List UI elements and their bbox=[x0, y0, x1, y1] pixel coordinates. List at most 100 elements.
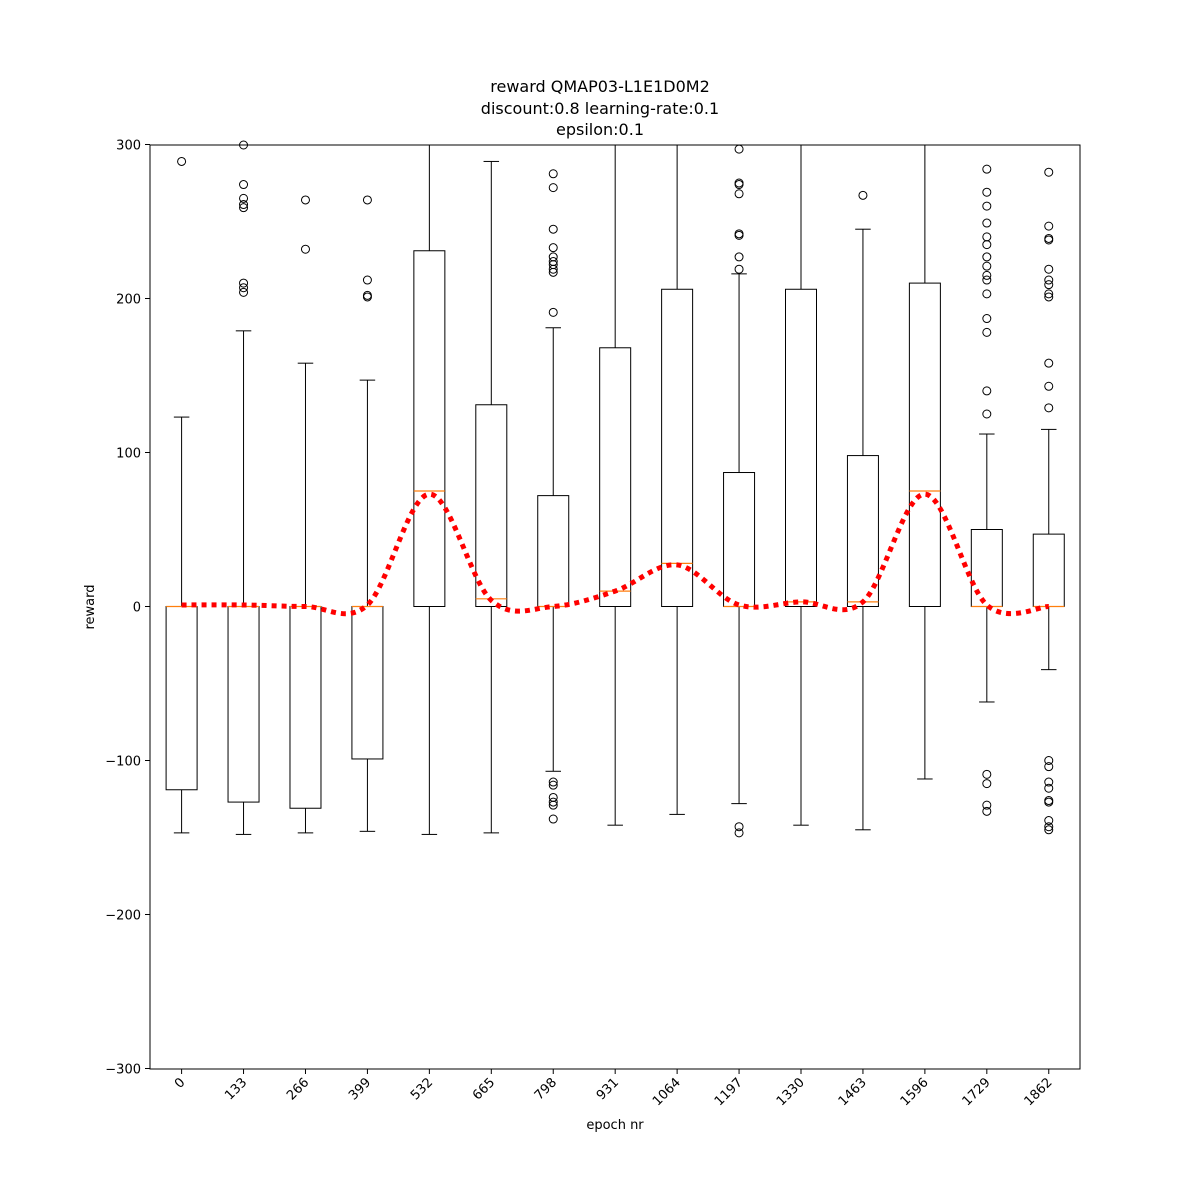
box-iqr bbox=[723, 472, 756, 607]
flier-point bbox=[982, 187, 992, 197]
flier-point bbox=[239, 193, 249, 203]
y-tick-label: −200 bbox=[105, 909, 141, 924]
flier-point bbox=[982, 164, 992, 174]
box-133 bbox=[227, 140, 260, 835]
boxes-group bbox=[165, 140, 1065, 838]
x-tick-label: 931 bbox=[594, 1075, 622, 1103]
box-798 bbox=[537, 169, 570, 824]
flier-point bbox=[982, 314, 992, 324]
flier-point bbox=[362, 195, 372, 205]
flier-point bbox=[982, 275, 992, 285]
flier-point bbox=[1044, 289, 1054, 299]
box-399 bbox=[351, 195, 384, 832]
box-1729 bbox=[970, 164, 1003, 816]
flier-point bbox=[239, 203, 249, 213]
x-tick-label: 798 bbox=[532, 1075, 560, 1103]
x-tick-label: 399 bbox=[346, 1075, 374, 1103]
flier-point bbox=[1044, 358, 1054, 368]
x-tick-label: 1463 bbox=[836, 1075, 870, 1109]
flier-point bbox=[1044, 381, 1054, 391]
flier-point bbox=[1044, 816, 1054, 826]
box-iqr bbox=[908, 282, 941, 607]
flier-point bbox=[982, 769, 992, 779]
flier-point bbox=[1044, 264, 1054, 274]
flier-point bbox=[548, 797, 558, 807]
box-iqr bbox=[165, 606, 198, 791]
flier-point bbox=[548, 780, 558, 790]
box-iqr bbox=[661, 288, 694, 607]
flier-point bbox=[548, 264, 558, 274]
y-tick-label: 0 bbox=[133, 601, 141, 616]
box-iqr bbox=[227, 606, 260, 803]
flier-point bbox=[1044, 756, 1054, 765]
x-tick-label: 133 bbox=[222, 1075, 250, 1103]
flier-point bbox=[1044, 825, 1054, 835]
flier-point bbox=[1044, 797, 1054, 807]
flier-point bbox=[982, 386, 992, 396]
box-1197 bbox=[723, 144, 756, 838]
flier-point bbox=[548, 243, 558, 253]
chart-title-line-3: epsilon:0.1 bbox=[556, 120, 644, 139]
box-665 bbox=[475, 160, 508, 834]
flier-point bbox=[1044, 403, 1054, 413]
flier-point bbox=[982, 240, 992, 250]
box-iqr bbox=[351, 606, 384, 760]
flier-point bbox=[734, 822, 744, 832]
flier-point bbox=[1044, 783, 1054, 793]
y-tick-label: 200 bbox=[116, 293, 141, 308]
x-tick-label: 665 bbox=[470, 1075, 498, 1103]
box-1596 bbox=[908, 145, 941, 780]
flier-point bbox=[982, 327, 992, 337]
box-iqr bbox=[599, 347, 632, 607]
flier-point bbox=[1044, 822, 1054, 832]
flier-point bbox=[548, 777, 558, 787]
x-axis-label: epoch nr bbox=[586, 1118, 644, 1133]
y-tick-label: −300 bbox=[105, 1063, 141, 1078]
x-tick-label: 1330 bbox=[774, 1075, 808, 1109]
flier-point bbox=[982, 409, 992, 419]
x-tick-label: 0 bbox=[172, 1075, 188, 1091]
flier-point bbox=[548, 792, 558, 802]
flier-point bbox=[734, 180, 744, 190]
flier-point bbox=[734, 264, 744, 274]
x-tick-label: 532 bbox=[408, 1075, 436, 1103]
flier-point bbox=[982, 218, 992, 228]
x-tick-label: 1862 bbox=[1022, 1075, 1056, 1109]
box-iqr bbox=[970, 529, 1003, 607]
box-1064 bbox=[661, 145, 694, 815]
flier-point bbox=[858, 190, 868, 200]
flier-point bbox=[734, 252, 744, 262]
flier-point bbox=[548, 252, 558, 262]
box-1463 bbox=[846, 190, 879, 831]
x-tick-label: 266 bbox=[284, 1075, 312, 1103]
flier-point bbox=[300, 195, 310, 205]
box-1330 bbox=[785, 145, 817, 826]
flier-point bbox=[239, 283, 249, 293]
y-axis: −300 −200 −100 0 100 200 300 bbox=[105, 139, 150, 1078]
flier-point bbox=[1044, 762, 1054, 772]
flier-point bbox=[734, 144, 744, 154]
x-axis: 0 133 266 399 532 665 798 931 1064 1197 1330 1463 15… bbox=[172, 1069, 1056, 1109]
box-iqr bbox=[289, 606, 322, 809]
flier-point bbox=[982, 201, 992, 211]
box-iqr bbox=[413, 250, 446, 607]
box-iqr bbox=[537, 495, 570, 607]
flier-point bbox=[1044, 275, 1054, 285]
flier-point bbox=[362, 292, 372, 302]
flier-point bbox=[362, 275, 372, 285]
x-tick-label: 1197 bbox=[712, 1075, 746, 1109]
flier-point bbox=[982, 806, 992, 816]
box-iqr bbox=[785, 288, 817, 607]
mean-line bbox=[181, 491, 1050, 617]
flier-point bbox=[177, 156, 187, 166]
box-266 bbox=[289, 195, 322, 834]
x-tick-label: 1596 bbox=[898, 1075, 932, 1109]
flier-point bbox=[239, 180, 249, 190]
flier-point bbox=[734, 828, 744, 838]
y-axis-label: reward bbox=[83, 584, 98, 629]
flier-point bbox=[239, 278, 249, 288]
y-tick-label: 300 bbox=[116, 139, 141, 154]
flier-point bbox=[548, 307, 558, 317]
